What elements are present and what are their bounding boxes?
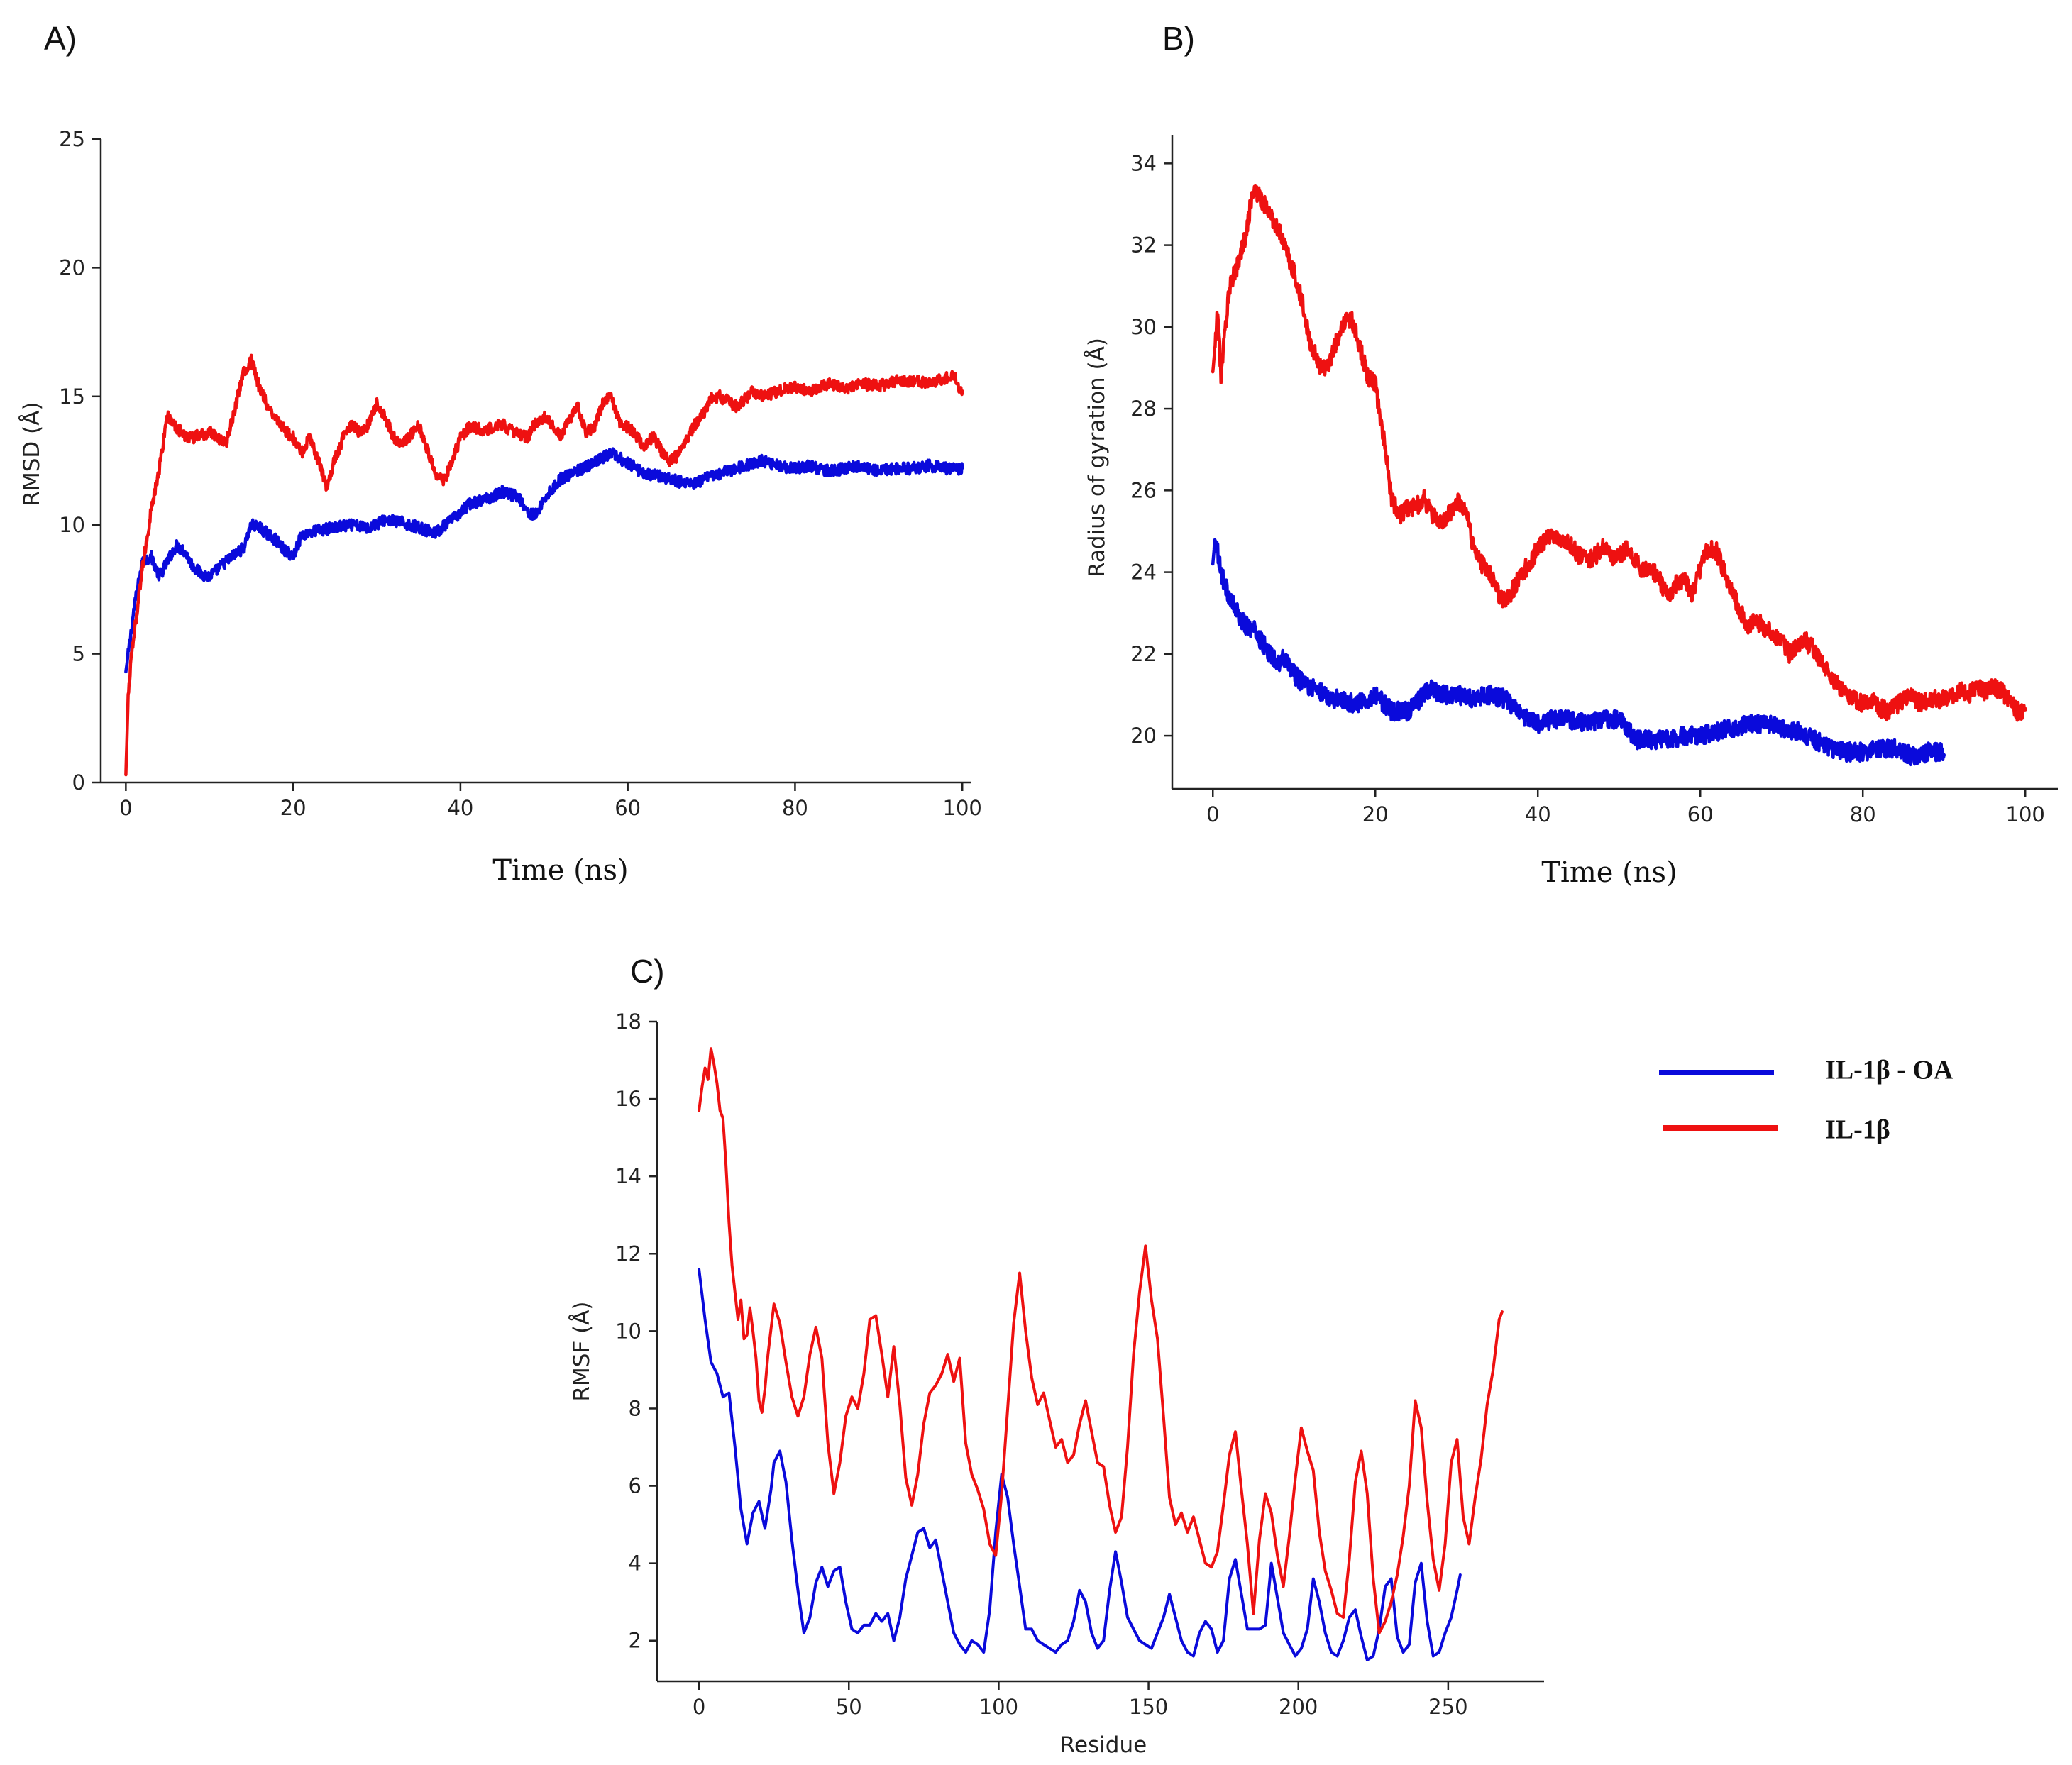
panel-a-y-tick-label: 0	[72, 770, 85, 795]
panel-a-ticks: 0 20 40 60 80 100 0 5 10 15 20 25	[59, 127, 982, 820]
panel-b-y-tick-label: 32	[1130, 233, 1157, 258]
panel-b-x-tick-label: 20	[1362, 802, 1389, 826]
panel-b-y-tick-label: 34	[1130, 151, 1157, 175]
panel-b-y-tick-label: 28	[1130, 397, 1157, 421]
panel-c-x-tick-label: 150	[1129, 1695, 1168, 1719]
panel-c-y-tick-label: 8	[629, 1396, 641, 1420]
panel-a-x-tick-label: 80	[782, 796, 808, 820]
panel-c-ticks: 0 50 100 150 200 250 2 4 6 8 10 12 14 16 18	[615, 1009, 1467, 1719]
panel-b-ticks: 0 20 40 60 80 100 20 22 24 26 28 30 32 34	[1130, 151, 2045, 826]
panel-a-y-tick-label: 25	[59, 127, 85, 151]
panel-a-x-tick-label: 20	[280, 796, 307, 820]
panel-c-y-axis-label: RMSF (Å)	[569, 1301, 595, 1401]
panel-c-x-axis-label: Residue	[1060, 1732, 1147, 1758]
panel-b-x-tick-label: 80	[1850, 802, 1876, 826]
panel-c-x-tick-label: 0	[693, 1695, 705, 1719]
panel-b-label: B)	[1162, 20, 1195, 57]
legend: IL-1β - OA IL-1β	[1659, 1056, 1953, 1145]
panel-a-label: A)	[44, 20, 77, 57]
panel-b-x-axis-label: Time (ns)	[1541, 856, 1677, 889]
panel-b-y-axis-label: Radius of gyration (Å)	[1084, 338, 1110, 577]
panel-c-x-tick-label: 200	[1279, 1695, 1318, 1719]
panel-b-series	[1211, 184, 2027, 767]
panel-c-series-complex	[698, 1268, 1462, 1661]
panel-a-x-tick-label: 40	[447, 796, 473, 820]
panel-b-radius-of-gyration-chart: B) 0 20 40 60 80 100 20 22 24 26 28 30 32 34 Time (ns…	[1084, 20, 2058, 889]
panel-b-series-complex	[1211, 538, 1946, 767]
panel-b-x-tick-label: 60	[1687, 802, 1714, 826]
panel-c-x-tick-label: 100	[979, 1695, 1018, 1719]
panel-c-x-tick-label: 50	[836, 1695, 862, 1719]
legend-label-apo: IL-1β	[1825, 1115, 1890, 1145]
panel-a-x-axis-label: Time (ns)	[492, 854, 628, 887]
panel-c-rmsf-chart: C) 0 50 100 150 200 250 2 4 6 8 10 12 14 16 18 Residue…	[569, 953, 1544, 1758]
panel-a-x-tick-label: 60	[615, 796, 641, 820]
panel-c-y-tick-label: 16	[615, 1087, 641, 1111]
panel-c-y-tick-label: 18	[615, 1009, 641, 1034]
panel-a-series-complex	[124, 447, 964, 674]
panel-c-x-tick-label: 250	[1428, 1695, 1467, 1719]
legend-label-complex: IL-1β - OA	[1825, 1056, 1953, 1085]
panel-a-rmsd-chart: A) 0 20 40 60 80 100 0 5 10 15 20 25 Time (ns) RMSD…	[19, 20, 982, 887]
panel-b-x-tick-label: 0	[1206, 802, 1219, 826]
panel-a-x-tick-label: 100	[943, 796, 982, 820]
panel-c-label: C)	[630, 953, 665, 990]
panel-a-y-tick-label: 20	[59, 255, 85, 280]
panel-c-y-tick-label: 2	[629, 1629, 641, 1653]
panel-c-y-tick-label: 4	[629, 1551, 641, 1576]
panel-b-y-tick-label: 24	[1130, 560, 1157, 585]
panel-b-y-tick-label: 26	[1130, 478, 1157, 502]
panel-c-y-tick-label: 12	[615, 1241, 641, 1266]
panel-b-series-apo	[1211, 184, 2027, 722]
panel-c-series-apo	[698, 1047, 1504, 1634]
panel-c-y-tick-label: 14	[615, 1164, 641, 1188]
panel-a-y-tick-label: 5	[72, 642, 85, 666]
panel-c-y-tick-label: 10	[615, 1319, 641, 1343]
panel-a-x-tick-label: 0	[119, 796, 132, 820]
panel-c-series	[698, 1047, 1504, 1661]
panel-a-y-axis-label: RMSD (Å)	[19, 402, 45, 506]
panel-a-y-tick-label: 10	[59, 513, 85, 537]
panel-a-series-apo	[124, 353, 964, 777]
panel-b-x-tick-label: 40	[1525, 802, 1551, 826]
panel-a-y-tick-label: 15	[59, 384, 85, 409]
panel-a-series	[124, 353, 964, 777]
panel-c-y-tick-label: 6	[629, 1474, 641, 1498]
panel-b-x-tick-label: 100	[2006, 802, 2045, 826]
panel-b-y-tick-label: 22	[1130, 642, 1157, 666]
panel-b-y-tick-label: 20	[1130, 724, 1157, 748]
panel-b-y-tick-label: 30	[1130, 315, 1157, 339]
